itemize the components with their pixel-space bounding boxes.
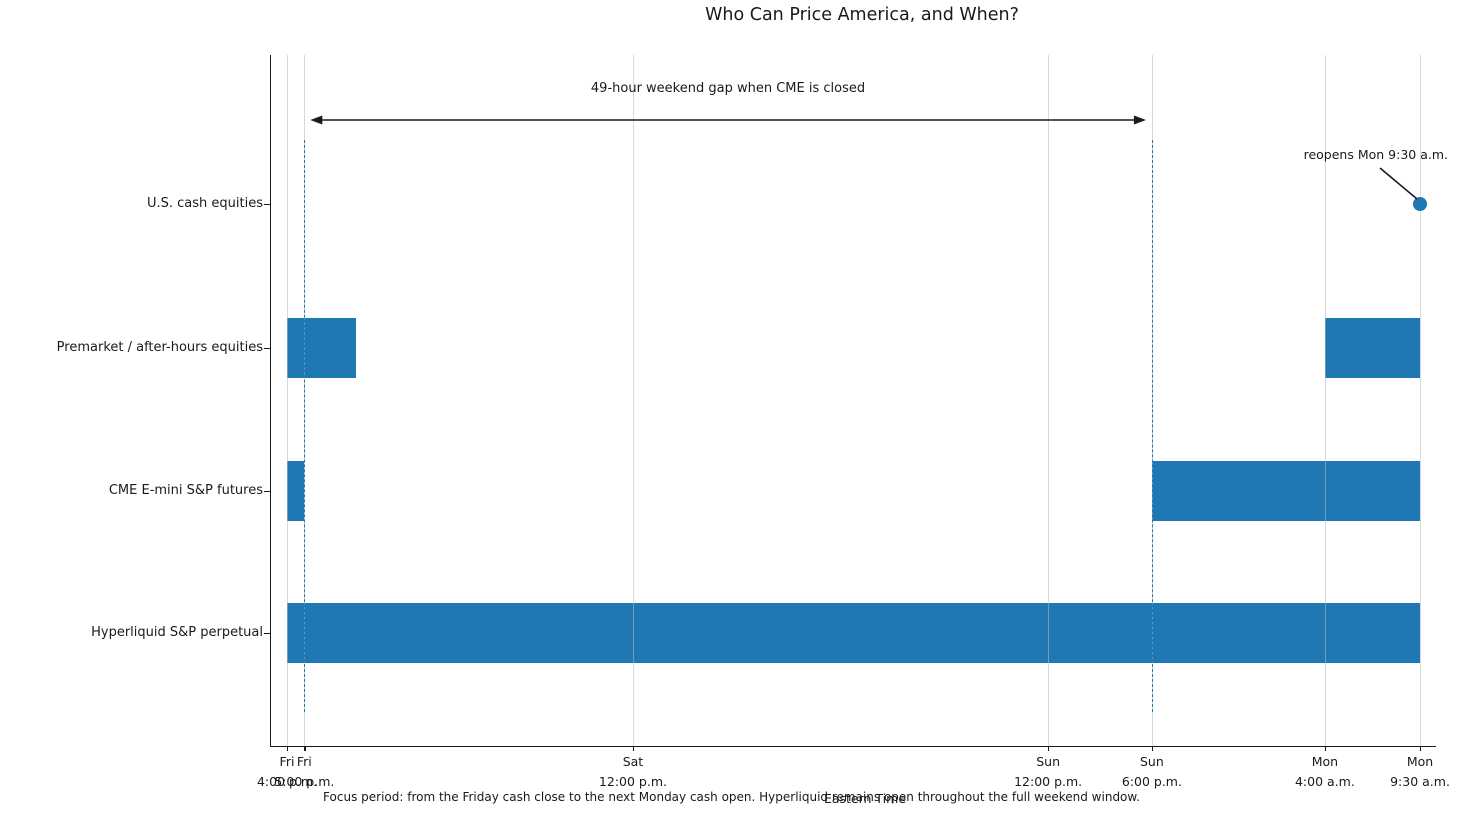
x-tick-label: Mon 9:30 a.m. [1390,752,1450,792]
x-tick-mark [1151,746,1154,751]
x-tick-day: Mon [1311,754,1339,769]
x-tick-mark [1048,746,1050,751]
x-tick-time: 9:30 a.m. [1390,774,1450,789]
x-tick-label: Fri 4:00 p.m. [257,752,317,792]
y-tick-mark [264,633,271,635]
x-tick-mark [1420,746,1422,751]
figure-caption: Focus period: from the Friday cash close… [323,790,1140,804]
x-tick-mark [304,746,306,751]
x-gridline [1048,55,1050,746]
x-tick-label: Fri 5:00 p.m. [274,752,334,792]
session-bar [1324,318,1420,378]
x-tick-label: Mon 4:00 a.m. [1295,752,1355,792]
session-bar [287,603,1421,663]
x-tick-day: Sun [1139,754,1164,769]
x-tick-label: Sun 12:00 p.m. [1014,752,1082,792]
x-tick-time: 6:00 p.m. [1121,774,1182,789]
x-tick-day: Fri [279,754,295,769]
y-tick-mark [264,491,271,493]
x-tick-mark [1324,746,1327,751]
x-gridline [1420,55,1422,746]
session-boundary-dashed-line [304,140,306,712]
session-boundary-dashed-line [1151,140,1153,712]
x-gridline [632,55,634,746]
y-axis-label: CME E-mini S&P futures [108,483,263,498]
x-tick-time: 12:00 p.m. [1014,774,1083,789]
x-axis-spine [270,746,1436,748]
x-tick-label: Sun 6:00 p.m. [1122,752,1182,792]
y-axis-label: U.S. cash equities [146,196,263,211]
x-tick-mark [632,746,635,751]
y-tick-mark [264,204,271,206]
x-tick-day: Mon [1406,754,1434,769]
x-tick-time: 4:00 a.m. [1294,774,1355,789]
x-tick-day: Sat [622,754,644,769]
x-tick-label: Sat 12:00 p.m. [599,752,667,792]
x-gridline [287,55,288,746]
session-bar [287,461,305,521]
x-axis-title: Eastern Time [823,791,907,806]
x-tick-time: 5:00 p.m. [274,774,335,789]
y-tick-mark [264,348,271,350]
reopen-marker-dot [1413,197,1428,211]
session-bar [1151,461,1420,521]
y-axis-label: Premarket / after-hours equities [56,340,263,355]
y-axis-spine [270,55,272,746]
chart-title: Who Can Price America, and When? [705,5,1019,25]
session-bar [287,318,357,378]
x-tick-day: Sun [1036,754,1060,769]
x-tick-time: 4:00 p.m. [256,774,318,789]
y-axis-label: Hyperliquid S&P perpetual [91,625,263,640]
gap-annotation-label: 49-hour weekend gap when CME is closed [590,81,866,96]
reopen-annotation-label: reopens Mon 9:30 a.m. [1303,147,1448,162]
x-tick-time: 12:00 p.m. [598,774,667,789]
x-gridline [1324,55,1326,746]
x-tick-mark [287,746,289,751]
x-tick-day: Fri [296,754,312,769]
